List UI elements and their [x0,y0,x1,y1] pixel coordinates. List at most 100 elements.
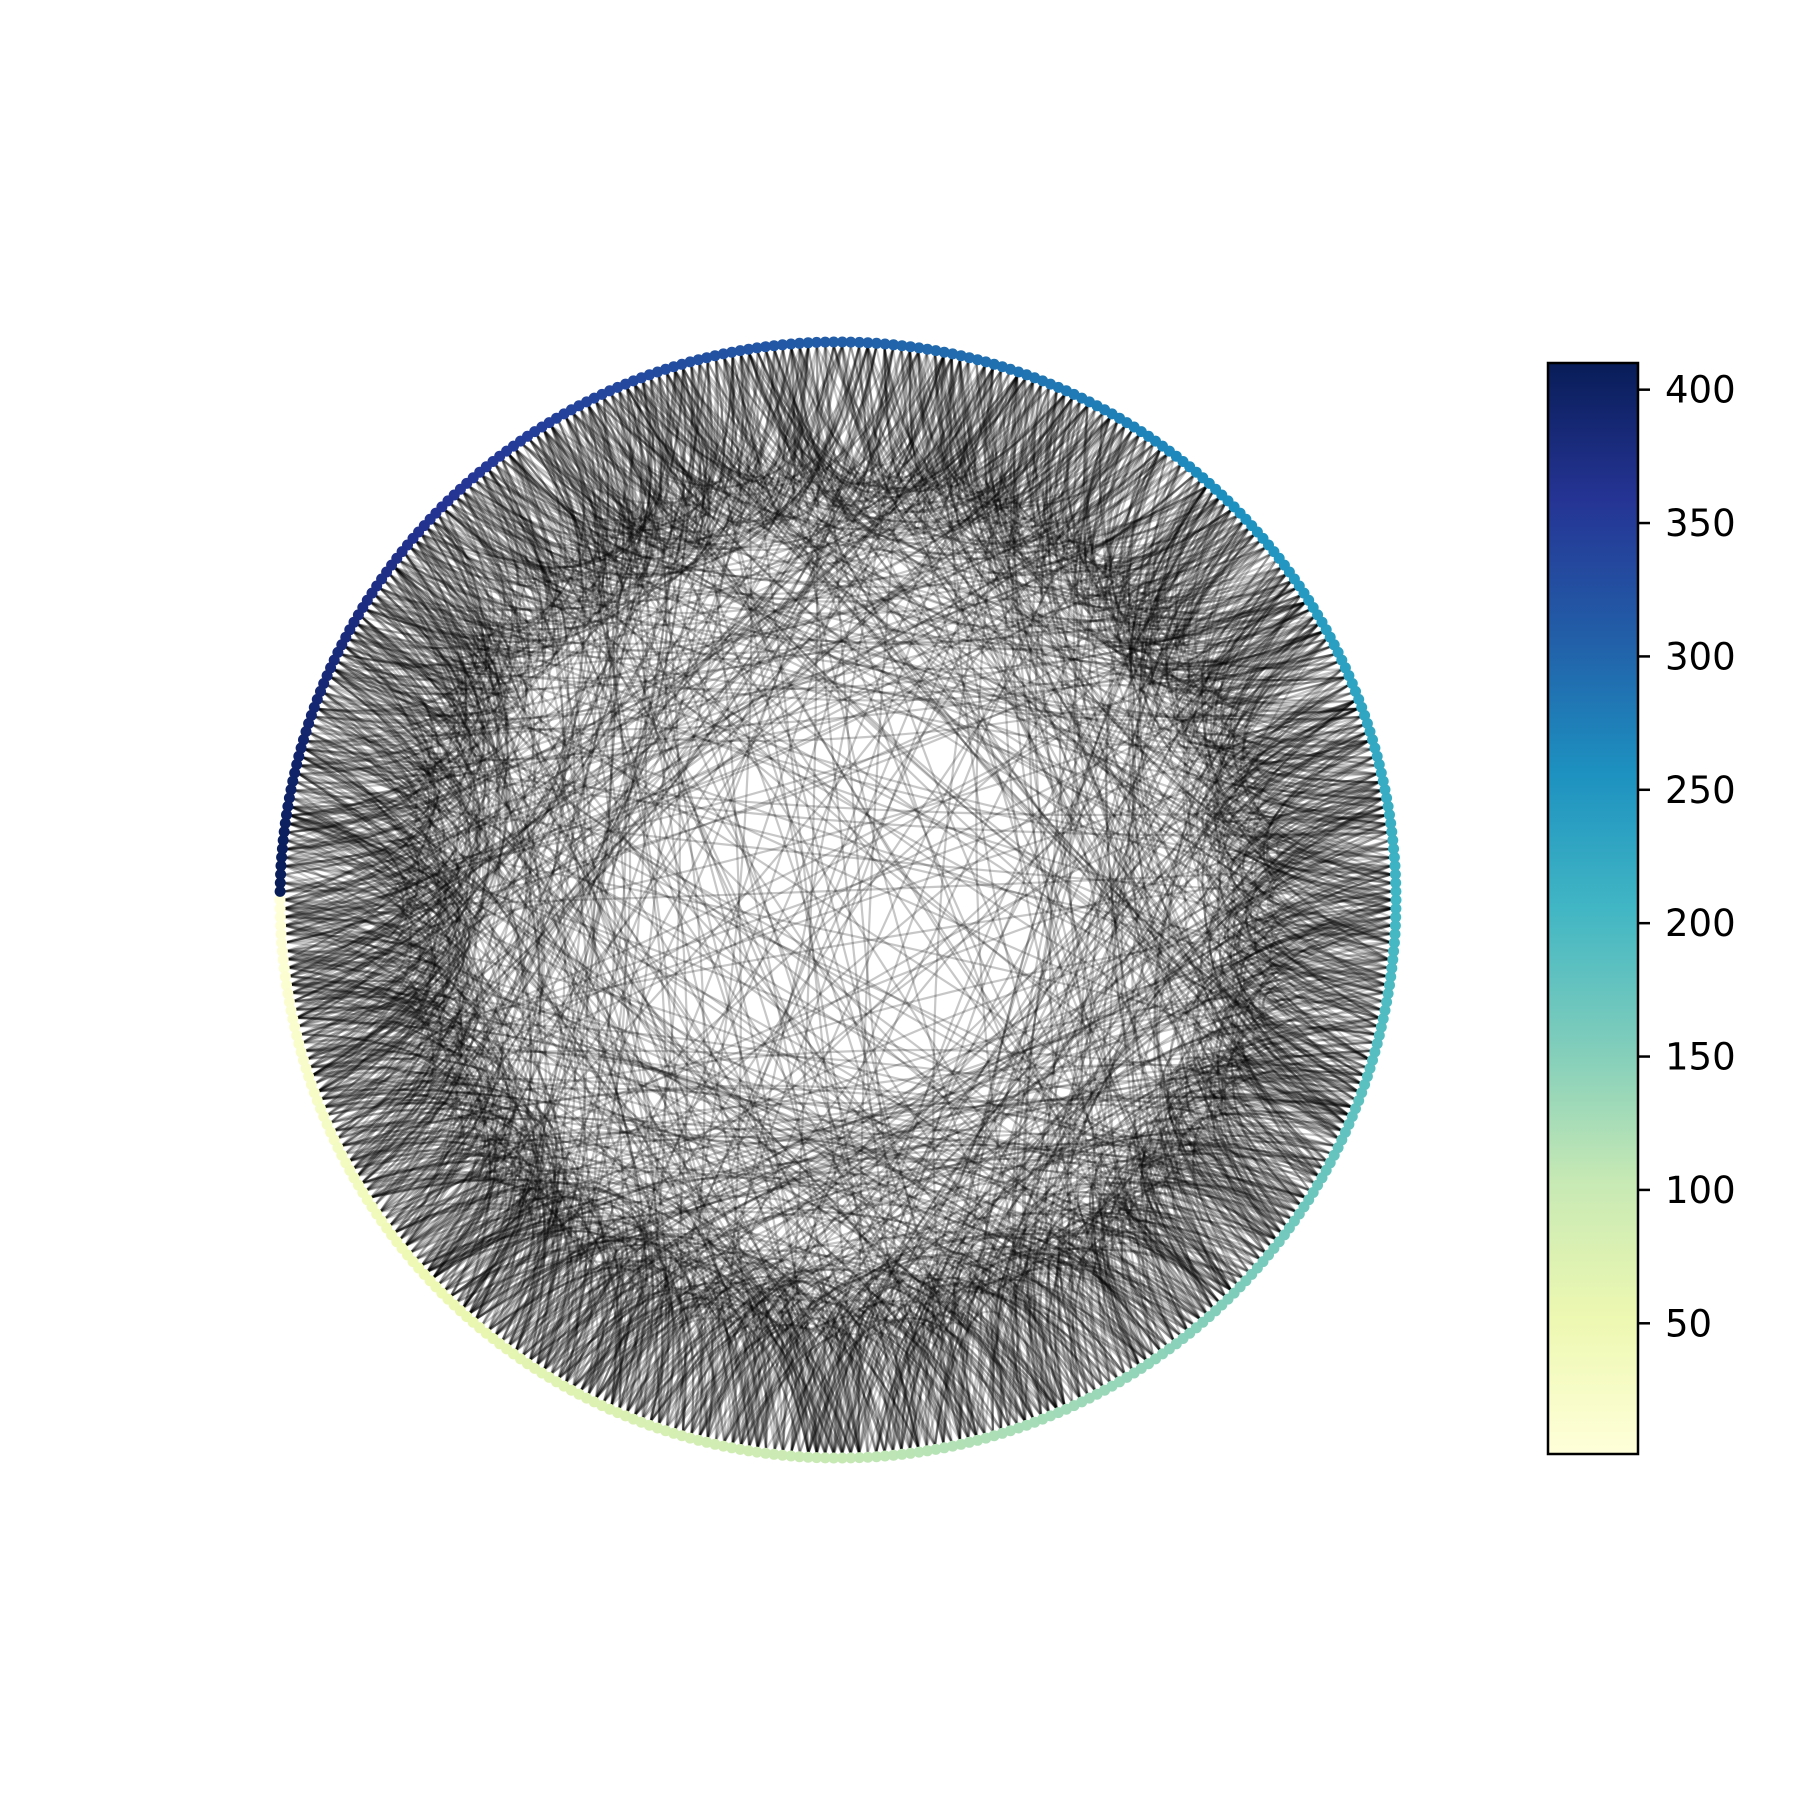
edge [564,408,636,527]
edge [468,485,1369,743]
edge [1158,999,1383,1273]
edge [1227,1041,1364,1109]
edge [866,346,1126,509]
edge [284,814,460,935]
edge [1218,731,1388,837]
edge [348,566,503,691]
edge [462,357,726,562]
edge [807,1284,1111,1454]
edge [302,345,844,1044]
edge [1266,994,1382,1036]
edge [287,831,571,1375]
edge [978,375,1027,496]
edge [323,1083,523,1279]
edge [1054,1284,1119,1388]
edge [979,580,1292,1435]
edge [1059,1211,1244,1395]
node [274,885,286,897]
edge [352,1101,519,1227]
edge [357,1116,511,1241]
edge [286,949,469,1234]
edge [394,1098,1346,1234]
edge [1128,485,1353,717]
edge [626,351,920,480]
edge [450,370,677,547]
edge [432,521,1369,750]
edge [1252,1007,1382,1124]
edge [286,839,446,1170]
edge [294,616,491,1011]
edge [475,463,1182,584]
edge [1249,806,1385,1019]
edge [984,367,1195,565]
edge [543,416,648,578]
edge [296,367,994,1019]
edge [374,594,664,1425]
edge [1070,421,1244,602]
edge [444,508,1302,671]
edge [522,1132,1319,1357]
edge [1197,1071,1349,1170]
edge [1165,503,1378,775]
edge [294,377,1027,1011]
edge [404,1197,594,1383]
edge [595,907,1393,1400]
edge [379,474,568,658]
edge [657,375,1385,809]
edge [908,350,1147,504]
edge [999,1212,1266,1430]
edge [296,601,461,784]
edge [289,608,472,825]
edge [432,1223,587,1379]
edge [1208,772,1378,1116]
edge [857,1297,903,1454]
edge [365,1141,539,1309]
edge [748,1269,1035,1448]
edge [289,814,784,1452]
edge [432,521,566,1320]
edge [388,373,673,1227]
edge [1045,1247,1201,1406]
edge [438,1234,594,1388]
edge [432,521,625,1406]
edge [421,1142,1323,1267]
edge [1206,707,1393,902]
edge [1266,839,1390,969]
edge [934,1110,1349,1446]
edge [1136,480,1346,1124]
edge [379,587,1319,694]
edge [673,348,786,534]
edge [284,924,1011,1428]
edge [365,469,557,658]
edge [312,1065,482,1240]
edge [288,351,920,978]
edge [1268,806,1385,994]
node [845,336,857,348]
edge [284,361,709,868]
edge [284,463,1182,919]
edge [1164,1105,1332,1247]
edge [317,378,655,713]
edge [949,357,1195,568]
edge [618,1303,717,1439]
edge [522,378,662,524]
edge [317,707,1388,969]
edge [474,480,1081,1399]
edge [1007,394,1097,548]
edge [409,1199,522,1309]
edge [529,1063,1367,1362]
edge [284,932,422,1019]
edge [1029,384,1232,573]
edge [283,898,450,952]
edge [942,941,1391,1444]
node [802,337,814,349]
edge [1066,408,1324,664]
edge [1226,740,1390,961]
edge [815,1254,1104,1454]
edge [287,831,1282,1234]
edge [283,377,1027,893]
edge [1175,573,1380,788]
edge [790,1273,1097,1453]
edge [311,553,509,1077]
edge [296,375,660,1019]
